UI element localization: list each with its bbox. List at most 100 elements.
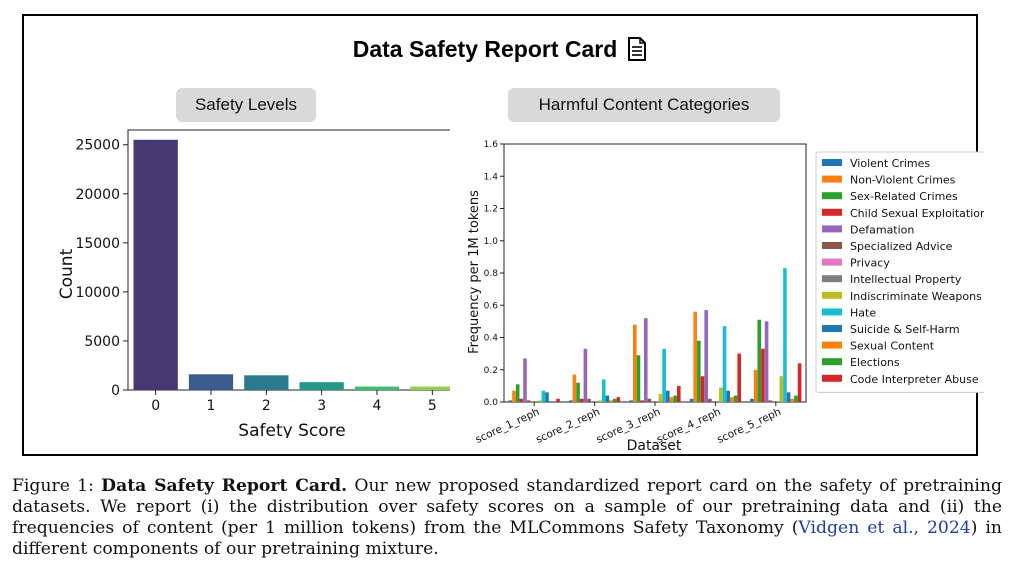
left-y-tick-label: 15000 [75, 236, 120, 252]
caption-text: Our new proposed standardized report car… [12, 476, 1002, 538]
bar-score_2_reph-series-5 [587, 398, 591, 402]
legend-swatch [822, 159, 842, 166]
bar-score_1_reph-series-9 [541, 390, 546, 402]
bar-score_2_reph-series-13 [616, 397, 621, 402]
legend-label: Code Interpreter Abuse [850, 373, 979, 386]
bar-score_4_reph-series-0 [689, 398, 694, 402]
left-x-axis-label: Safety Score [238, 421, 345, 438]
bar-score_3_reph-series-11 [669, 397, 674, 402]
left-plot-frame [127, 129, 450, 391]
document-icon [627, 37, 647, 67]
bar-score_5_reph-series-8 [779, 376, 784, 402]
bar-score_5_reph-series-1 [753, 369, 758, 402]
right-y-tick-label: 1.6 [484, 140, 499, 150]
right-y-tick-label: 0.2 [484, 366, 498, 376]
legend-label: Child Sexual Exploitation [850, 207, 984, 220]
legend-swatch [822, 242, 842, 249]
safety-levels-chart: 0 5000 10000 15000 20000 25000 0 1 2 3 4 5 Safety S… [57, 129, 450, 438]
bar-score_5_reph-series-5 [768, 400, 773, 402]
bar-score_4_reph-series-5 [708, 398, 712, 402]
legend-label: Elections [850, 356, 900, 369]
legend-swatch [822, 341, 842, 349]
left-x-tick-label: 2 [262, 398, 271, 414]
citation-link[interactable]: Vidgen et al., 2024 [798, 518, 971, 538]
card-title-row: Data Safety Report Card [24, 36, 976, 67]
legend-swatch [822, 225, 842, 233]
bar-score_2_reph-series-10 [605, 395, 610, 402]
left-y-tick-label: 10000 [75, 285, 120, 301]
bar-score_1_reph-series-4 [523, 358, 527, 402]
harmful-categories-chart: 0.00.20.40.60.81.01.21.41.6score_1_rephs… [467, 140, 984, 454]
bar-score_5_reph-series-12 [794, 395, 798, 402]
bar-score_3_reph-series-10 [666, 390, 670, 402]
legend-swatch [822, 175, 842, 183]
legend-label: Sexual Content [850, 340, 935, 353]
bar-score_1_reph-series-10 [545, 392, 549, 402]
left-x-tick-label: 5 [428, 398, 437, 414]
legend-label: Sex-Related Crimes [850, 190, 958, 203]
bar-score_5_reph-series-10 [786, 392, 791, 402]
bar-score_2_reph-series-9 [601, 379, 606, 402]
legend-label: Violent Crimes [850, 157, 930, 170]
bar-score_2_reph-series-3 [579, 398, 584, 402]
legend-swatch [822, 358, 842, 366]
bar-score_3_reph-series-12 [673, 395, 677, 402]
right-y-tick-label: 0.6 [484, 301, 499, 311]
right-y-tick-label: 0.8 [484, 269, 499, 279]
bar-score_1_reph-series-13 [556, 398, 560, 402]
bar-score_2_reph-series-11 [609, 400, 613, 402]
caption-label: Figure 1: [12, 476, 94, 496]
right-x-tick-label: score_5_reph [715, 406, 783, 446]
right-x-tick-label: score_1_reph [474, 406, 542, 446]
bar-score_5_reph-series-0 [750, 398, 754, 402]
bar-score_3_reph-series-4 [643, 318, 648, 402]
bar-safety-score-4 [354, 386, 400, 390]
card-title: Data Safety Report Card [352, 36, 618, 62]
legend-swatch [822, 208, 842, 216]
legend-swatch [822, 258, 842, 266]
bar-score_1_reph-series-8 [537, 400, 542, 402]
bar-score_1_reph-series-3 [519, 398, 524, 402]
bar-score_3_reph-series-0 [629, 400, 633, 402]
left-x-tick-label: 0 [151, 398, 160, 414]
bar-score_3_reph-series-13 [677, 385, 681, 402]
bar-score_5_reph-series-13 [797, 363, 802, 402]
caption-text-end: ) in different components of our pretrai… [12, 518, 1002, 559]
bar-score_4_reph-series-2 [697, 340, 701, 402]
legend-frame [815, 151, 984, 393]
bar-score_3_reph-series-5 [647, 398, 652, 402]
caption-bold-title: Data Safety Report Card. [101, 476, 348, 496]
legend-swatch [822, 308, 842, 316]
bar-safety-score-0 [133, 139, 178, 390]
right-y-axis-label: Frequency per 1M tokens [467, 190, 482, 354]
bar-score_5_reph-series-4 [764, 321, 769, 402]
report-card: Data Safety Report Card Safety Levels Ha… [22, 14, 984, 456]
bar-score_3_reph-series-3 [640, 400, 644, 402]
left-x-tick-label: 3 [317, 398, 326, 414]
legend-label: Suicide & Self-Harm [850, 323, 960, 336]
right-y-tick-label: 0.0 [484, 398, 499, 408]
legend-label: Specialized Advice [850, 240, 953, 253]
legend-label: Privacy [850, 257, 890, 270]
bar-score_2_reph-series-12 [612, 398, 617, 402]
right-y-tick-label: 1.0 [484, 237, 499, 247]
bar-score_1_reph-series-5 [526, 400, 531, 402]
legend-swatch [822, 325, 842, 332]
bar-score_4_reph-series-10 [726, 390, 730, 402]
legend-swatch [822, 374, 842, 382]
legend-swatch [822, 275, 842, 283]
legend-label: Intellectual Property [850, 273, 962, 286]
bar-score_3_reph-series-9 [662, 348, 666, 402]
bar-score_4_reph-series-4 [704, 310, 708, 402]
bar-score_3_reph-series-8 [658, 393, 663, 402]
bar-score_4_reph-series-11 [730, 397, 734, 402]
safety-levels-label: Safety Levels [176, 88, 316, 122]
legend-label: Hate [850, 306, 876, 319]
legend-swatch [822, 291, 842, 299]
bar-score_5_reph-series-2 [757, 319, 762, 402]
bar-safety-score-5 [410, 386, 450, 390]
bar-score_5_reph-series-9 [783, 268, 787, 402]
left-y-tick-label: 20000 [75, 187, 120, 203]
right-x-tick-label: score_2_reph [534, 406, 602, 446]
bar-score_5_reph-series-3 [761, 348, 765, 402]
